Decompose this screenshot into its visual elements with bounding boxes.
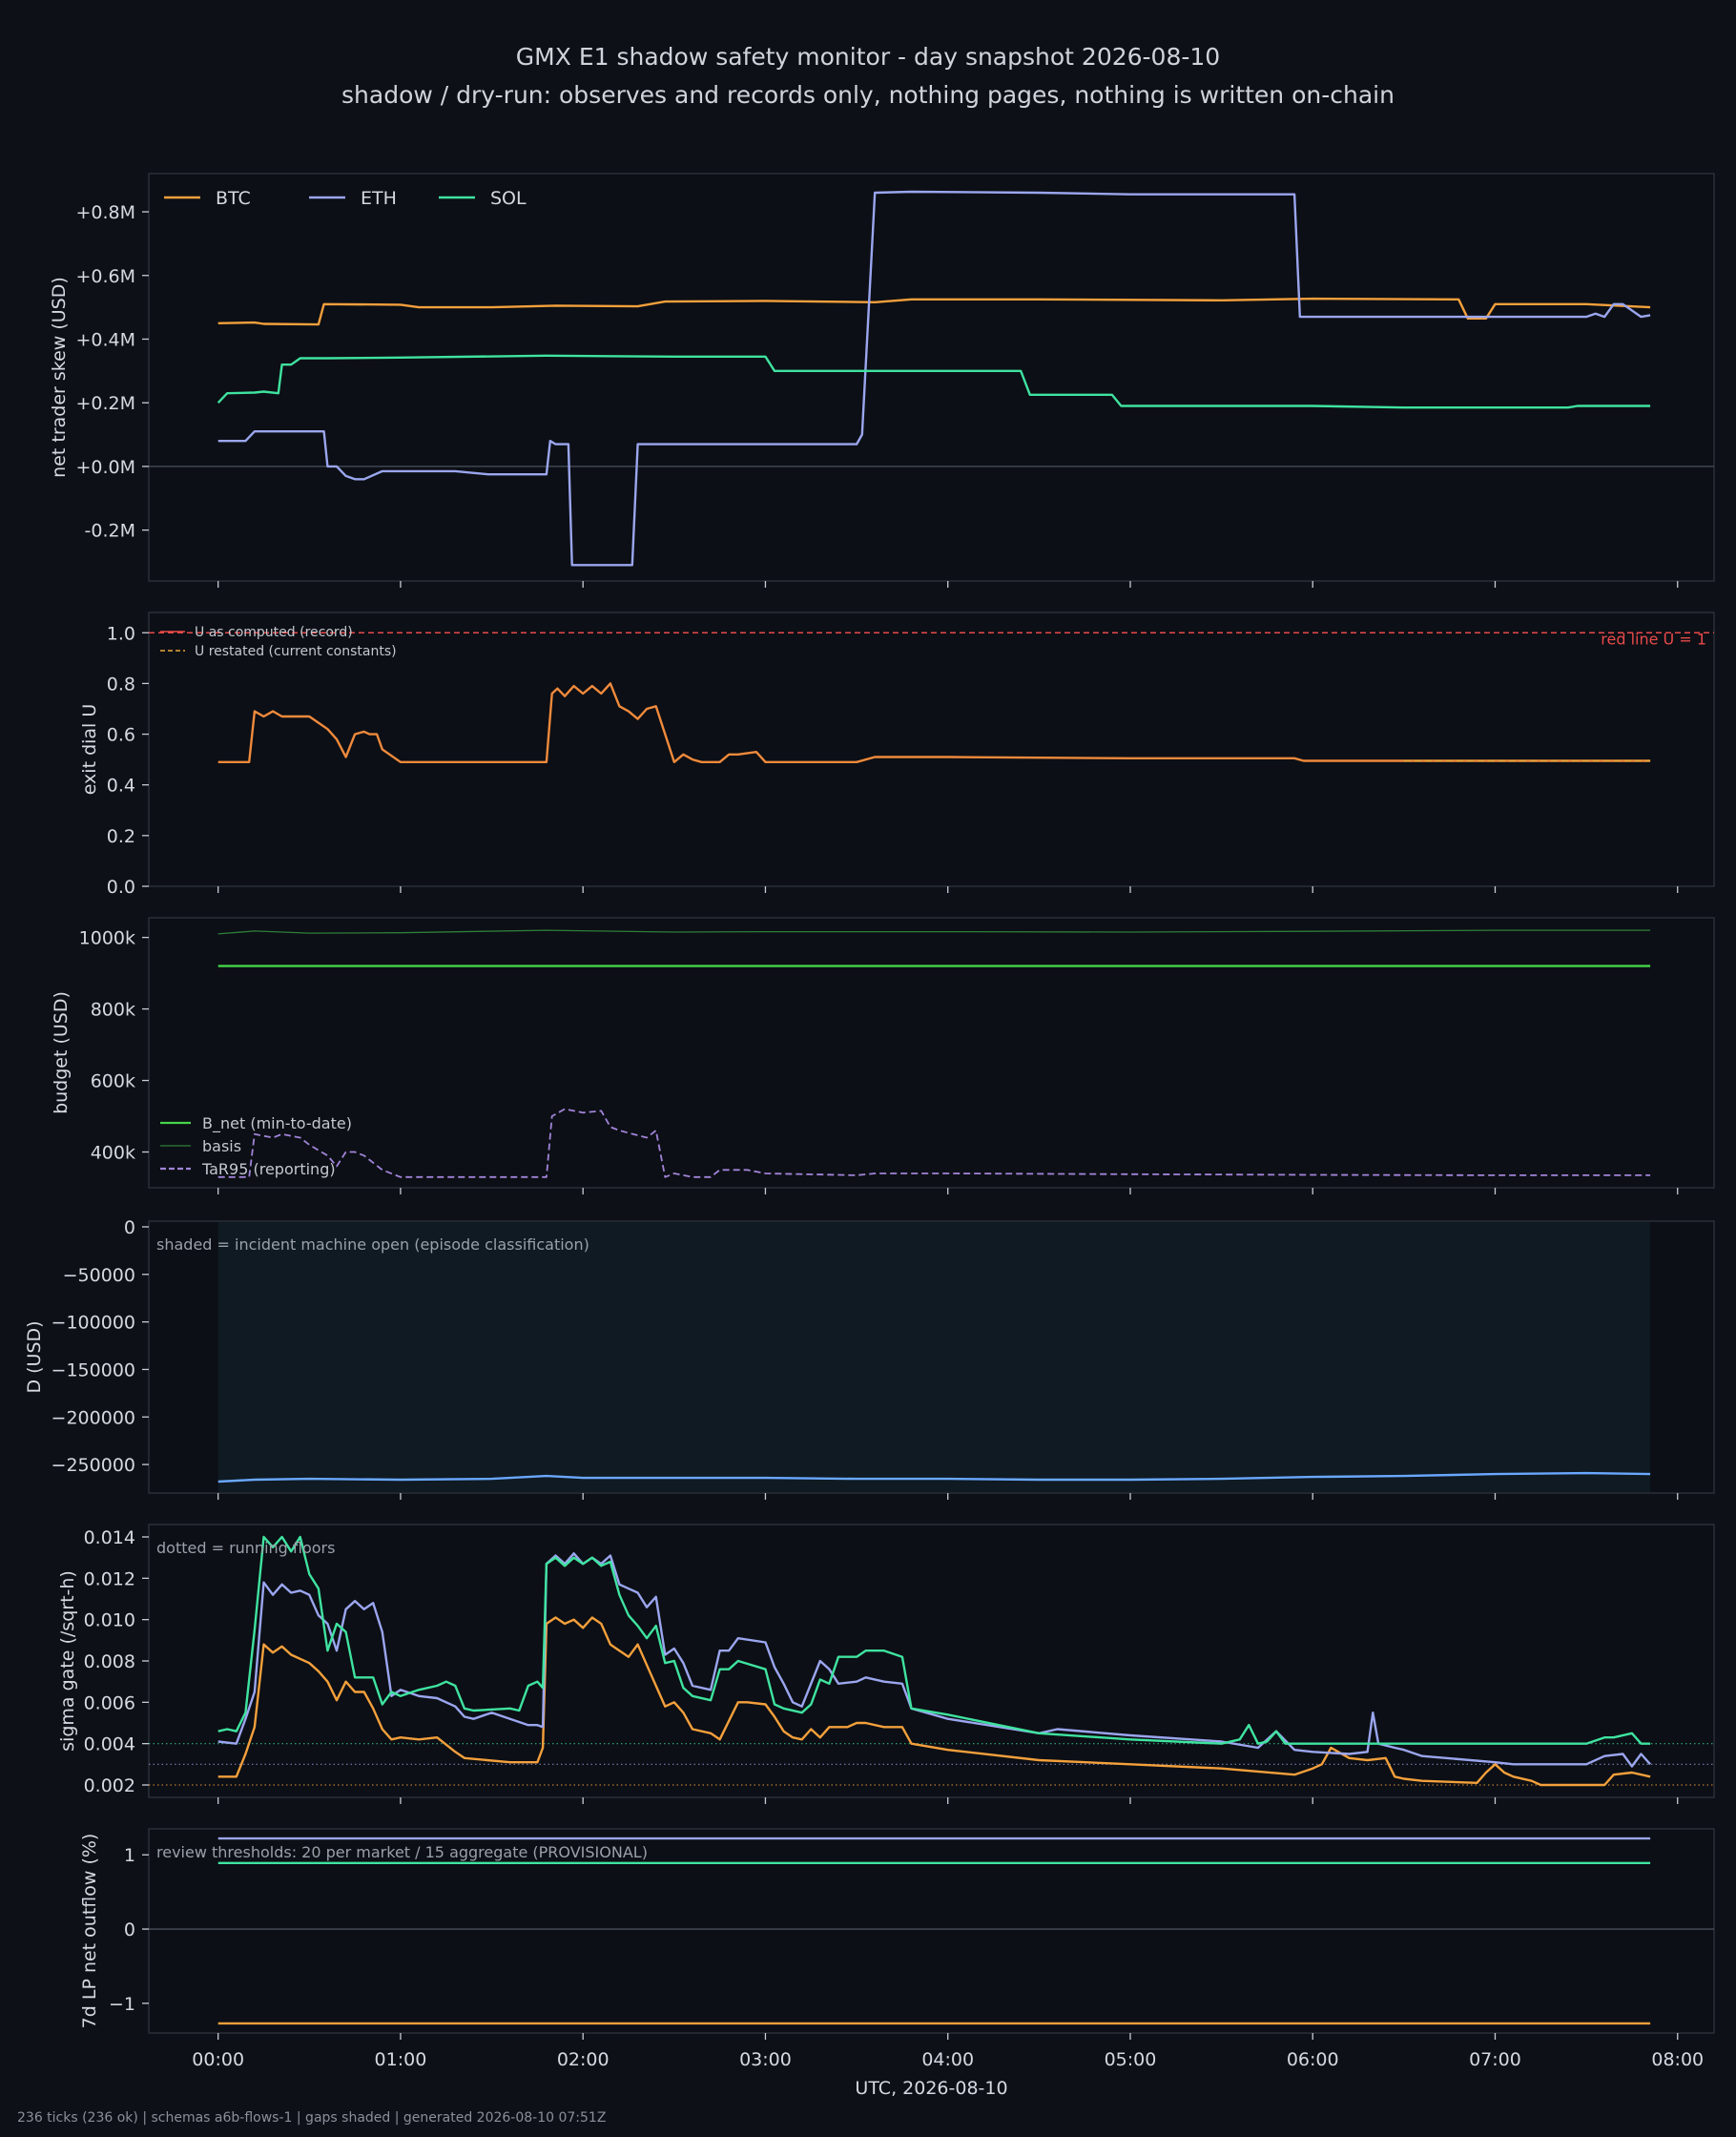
y-tick-label: −100000	[52, 1313, 135, 1334]
y-tick-label: 0.010	[84, 1610, 135, 1631]
y-axis-label: budget (USD)	[51, 991, 72, 1114]
panel-drawdown: −250000 −200000 −150000 −100000 −50000 0 D (US…	[24, 1217, 1715, 1500]
y-tick-label: 0.6	[107, 725, 135, 746]
panel-frame	[148, 917, 1715, 1189]
series-line-btc	[217, 297, 1651, 326]
y-tick-label: 0.2	[107, 826, 135, 847]
x-tick-label: 08:00	[1651, 2049, 1704, 2070]
x-tick-label: 05:00	[1105, 2049, 1157, 2070]
y-tick-label: +0.2M	[75, 393, 135, 414]
y-tick-label: −200000	[52, 1407, 135, 1428]
y-tick-label: 0	[124, 1217, 135, 1238]
y-tick-label: 1.0	[107, 623, 135, 644]
y-tick-label: −50000	[63, 1265, 135, 1286]
x-axis-label: UTC, 2026-08-10	[855, 2078, 1007, 2099]
legend-label: B_net (min-to-date)	[202, 1114, 352, 1133]
y-axis-label: 7d LP net outflow (%)	[79, 1834, 100, 2029]
y-tick-label: 400k	[91, 1143, 135, 1164]
figure-title: GMX E1 shadow safety monitor - day snaps…	[0, 38, 1736, 114]
y-tick-label: 0.4	[107, 776, 135, 797]
series-line-eth	[217, 190, 1651, 567]
panel-annotation: shaded = incident machine open (episode …	[156, 1235, 589, 1254]
series-line-sol	[217, 354, 1651, 409]
y-tick-label: 600k	[91, 1071, 135, 1092]
legend-label: TaR95 (reporting)	[201, 1160, 336, 1178]
y-tick-label: 800k	[91, 1000, 135, 1021]
incident-shade	[217, 1222, 1651, 1492]
panel-sigma: 0.002 0.004 0.006 0.008 0.010 0.012 0.014 sigma…	[57, 1524, 1715, 1804]
x-tick-label: 04:00	[921, 2049, 974, 2070]
y-tick-label: -0.2M	[85, 521, 135, 542]
y-tick-label: +0.0M	[75, 457, 135, 478]
series-line-btc	[217, 1616, 1651, 1787]
series-line-basis	[217, 929, 1651, 935]
series-line-eth	[217, 1552, 1651, 1768]
legend-label: BTC	[216, 188, 251, 209]
panel-annotation: dotted = running floors	[156, 1539, 335, 1557]
y-tick-label: 0.0	[107, 877, 135, 898]
y-tick-label: 0.008	[84, 1651, 135, 1672]
x-tick-label: 02:00	[557, 2049, 610, 2070]
y-axis-label: sigma gate (/sqrt-h)	[57, 1570, 78, 1752]
x-tick-label: 01:00	[375, 2049, 427, 2070]
series-line-sol	[217, 1535, 1651, 1745]
panel-dial: 0.0 0.2 0.4 0.6 0.8 1.0 exit dial U red line U …	[79, 612, 1715, 898]
y-tick-label: 0.002	[84, 1775, 135, 1796]
legend-label: SOL	[490, 188, 527, 209]
panel-frame	[148, 1524, 1715, 1798]
panel-outflow: −1 0 1 00:00 01:00 02:00 03:00 04:00 05:00 06:00 0…	[79, 1828, 1715, 2070]
y-tick-label: −150000	[52, 1359, 135, 1380]
legend-label: ETH	[361, 188, 397, 209]
footer-note: 236 ticks (236 ok) | schemas a6b-flows-1…	[17, 2110, 607, 2126]
panel-budget: 400k 600k 800k 1000k budget (USD) B_net (min-…	[51, 917, 1715, 1194]
chart-subtitle: shadow / dry-run: observes and records o…	[341, 81, 1395, 109]
x-tick-label: 07:00	[1469, 2049, 1521, 2070]
y-tick-label: 0.006	[84, 1692, 135, 1713]
y-tick-label: +0.8M	[75, 202, 135, 223]
y-tick-label: +0.6M	[75, 266, 135, 287]
y-tick-label: −250000	[52, 1455, 135, 1476]
y-tick-label: 0.004	[84, 1734, 135, 1755]
y-tick-label: +0.4M	[75, 329, 135, 350]
panel-frame	[148, 173, 1715, 582]
legend-label: U restated (current constants)	[195, 644, 397, 659]
y-axis-label: D (USD)	[24, 1320, 45, 1393]
panel-frame	[148, 612, 1715, 887]
panel-annotation: review thresholds: 20 per market / 15 ag…	[156, 1843, 648, 1861]
y-tick-label: 1	[124, 1845, 135, 1866]
legend-label: basis	[202, 1137, 241, 1155]
x-tick-label: 00:00	[192, 2049, 244, 2070]
x-tick-label: 03:00	[739, 2049, 792, 2070]
y-tick-label: 0.8	[107, 674, 135, 695]
y-tick-label: 0.014	[84, 1527, 135, 1548]
panel-skew: -0.2M +0.0M +0.2M +0.4M +0.6M +0.8M net trader…	[49, 173, 1715, 588]
chart-title: GMX E1 shadow safety monitor - day snaps…	[515, 43, 1221, 71]
y-tick-label: 1000k	[79, 928, 135, 949]
y-tick-label: −1	[109, 1994, 135, 2015]
y-axis-label: exit dial U	[79, 704, 100, 796]
legend-label: U as computed (record)	[195, 625, 353, 640]
y-tick-label: 0.012	[84, 1568, 135, 1589]
red-line-label: red line U = 1	[1601, 630, 1706, 648]
series-line-d	[217, 1471, 1651, 1483]
y-tick-label: 0	[124, 1919, 135, 1940]
x-tick-label: 06:00	[1287, 2049, 1339, 2070]
y-axis-label: net trader skew (USD)	[49, 277, 70, 478]
series-line-u-as-computed-record-	[217, 682, 1651, 763]
series-line-tar95-reporting-	[217, 1108, 1651, 1178]
